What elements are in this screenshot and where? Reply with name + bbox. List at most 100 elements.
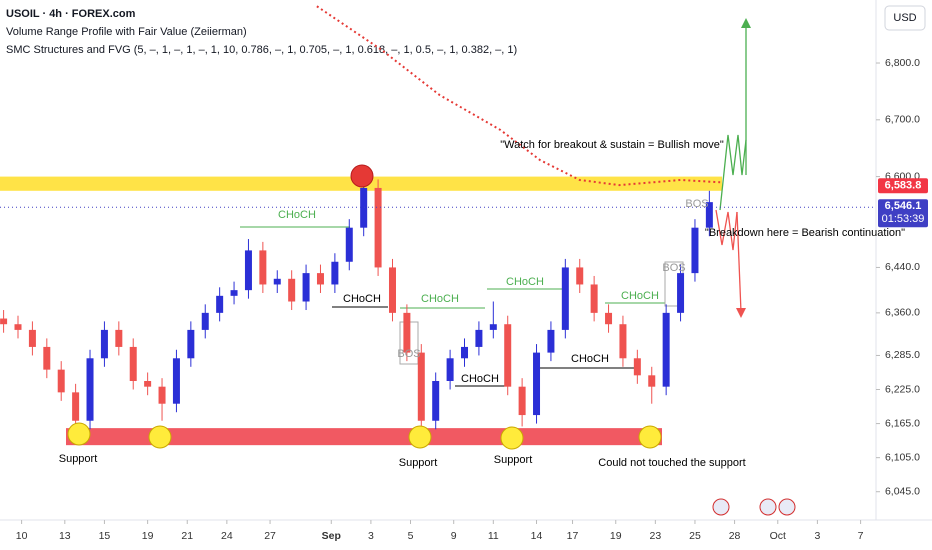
price-tag xyxy=(878,199,928,228)
candle-body xyxy=(605,312,613,325)
x-tick-label: 11 xyxy=(488,530,499,542)
x-tick-label: 13 xyxy=(59,530,71,542)
y-tick-label: 6,800.0 xyxy=(885,57,920,69)
candle-body xyxy=(172,358,180,404)
candle-body xyxy=(461,346,469,359)
candle-body xyxy=(475,329,483,347)
annotation: "Watch for breakout & sustain = Bullish … xyxy=(500,139,724,151)
bearish-projection xyxy=(715,209,738,251)
event-icon[interactable] xyxy=(759,498,777,516)
annotation: Could not touched the support xyxy=(598,457,745,469)
candle-body xyxy=(504,324,512,387)
candle-body xyxy=(288,278,296,302)
x-tick-label: 19 xyxy=(610,530,622,542)
candle-body xyxy=(345,227,353,262)
support-touch xyxy=(67,422,91,446)
candle-body xyxy=(72,392,80,421)
annotation: BOS xyxy=(662,262,685,274)
annotation: "Breakdown here = Bearish continuation" xyxy=(705,227,905,239)
x-tick-label: Oct xyxy=(770,530,786,542)
candle-body xyxy=(259,250,267,285)
x-tick-label: 7 xyxy=(858,530,864,542)
y-tick-label: 6,360.0 xyxy=(885,307,920,319)
candle-body xyxy=(86,358,94,421)
candle-body xyxy=(158,386,166,404)
y-tick-label: 6,165.0 xyxy=(885,417,920,429)
indicator-label: Volume Range Profile with Fair Value (Ze… xyxy=(6,26,247,38)
price-tag-label: 6,583.8 xyxy=(885,180,922,192)
x-tick-label: 27 xyxy=(264,530,276,542)
candle-body xyxy=(201,312,209,330)
candle-body xyxy=(677,273,685,313)
candle-body xyxy=(360,187,368,228)
y-tick-label: 6,045.0 xyxy=(885,486,920,498)
x-tick-label: Sep xyxy=(322,530,341,542)
bullish-projection xyxy=(719,134,747,211)
fair-value-line xyxy=(316,5,721,187)
bearish-arrow xyxy=(736,211,742,313)
annotation: Support xyxy=(399,457,438,469)
support-touch xyxy=(638,425,662,449)
x-tick-label: 28 xyxy=(729,530,741,542)
annotation: BOS xyxy=(685,198,708,210)
x-tick-label: 24 xyxy=(221,530,233,542)
candle-body xyxy=(662,312,670,387)
annotation: CHoCH xyxy=(461,373,499,385)
resistance-touch xyxy=(350,164,374,188)
currency-label: USD xyxy=(893,12,916,24)
y-tick-label: 6,700.0 xyxy=(885,114,920,126)
x-tick-label: 25 xyxy=(689,530,701,542)
candle-body xyxy=(14,324,22,330)
candle-body xyxy=(432,380,440,421)
currency-button[interactable] xyxy=(884,5,926,31)
drawings xyxy=(240,18,796,516)
candle-body xyxy=(561,267,569,330)
candle-body xyxy=(129,346,137,381)
support-touch xyxy=(148,425,172,449)
arrow-head xyxy=(736,308,746,318)
annotation: CHoCH xyxy=(621,290,659,302)
y-tick-label: 6,440.0 xyxy=(885,261,920,273)
candle-body xyxy=(590,284,598,313)
x-tick-label: 17 xyxy=(567,530,579,542)
x-tick-label: 21 xyxy=(181,530,193,542)
candle-body xyxy=(374,187,382,268)
price-tag xyxy=(878,178,928,194)
annotation: CHoCH xyxy=(421,293,459,305)
candle-body xyxy=(0,318,8,325)
annotation: CHoCH xyxy=(506,276,544,288)
price-tag-label: 6,546.1 xyxy=(885,200,922,212)
chart-title: USOIL · 4h · FOREX.com xyxy=(6,8,136,20)
candle-body xyxy=(316,273,324,285)
x-tick-label: 15 xyxy=(99,530,111,542)
candle-body xyxy=(273,278,281,285)
x-tick-label: 3 xyxy=(814,530,820,542)
y-tick-label: 6,225.0 xyxy=(885,383,920,395)
indicator-label: SMC Structures and FVG (5, –, 1, –, 1, –… xyxy=(6,44,517,56)
support-touch xyxy=(500,426,524,450)
candle-body xyxy=(100,329,108,359)
candle-body xyxy=(302,273,310,302)
candle-body xyxy=(417,352,425,421)
x-tick-label: 19 xyxy=(142,530,154,542)
annotation: CHoCH xyxy=(343,293,381,305)
annotation: CHoCH xyxy=(571,353,609,365)
candle-body xyxy=(619,324,627,359)
candle-body xyxy=(547,329,555,353)
annotation: Support xyxy=(59,453,98,465)
candle-body xyxy=(57,369,65,393)
candle-body xyxy=(648,375,656,387)
x-tick-label: 23 xyxy=(650,530,662,542)
candle-body xyxy=(331,261,339,285)
y-tick-label: 6,105.0 xyxy=(885,451,920,463)
annotation: BOS xyxy=(397,348,420,360)
candle-body xyxy=(144,380,152,387)
event-icon[interactable] xyxy=(778,498,796,516)
annotation: CHoCH xyxy=(278,209,316,221)
candle-body xyxy=(403,312,411,353)
x-tick-label: 3 xyxy=(368,530,374,542)
event-icon[interactable] xyxy=(712,498,730,516)
